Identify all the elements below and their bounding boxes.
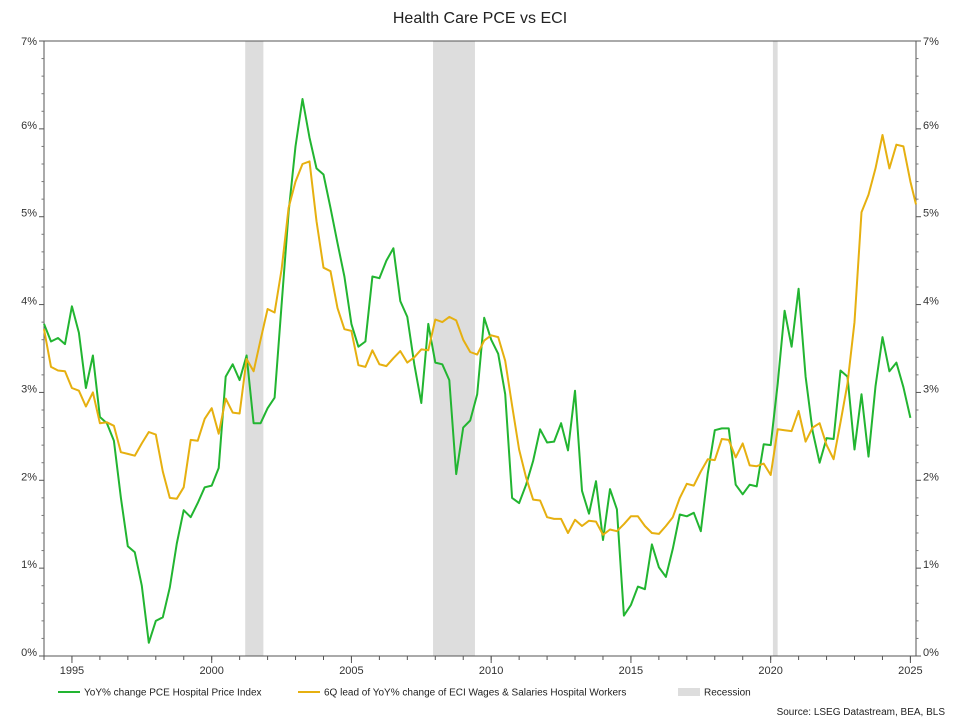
- y-tick-label-left-6: 6%: [21, 120, 37, 132]
- x-tick-label-5: 2020: [758, 665, 782, 677]
- legend-recession-swatch: [678, 688, 700, 696]
- y-tick-label-left-7: 7%: [21, 36, 37, 48]
- series-line-0: [43, 98, 912, 644]
- y-tick-label-right-3: 3%: [923, 383, 939, 395]
- series-line-1: [43, 134, 917, 536]
- legend-recession-label: Recession: [704, 688, 751, 699]
- recession-band-2: [772, 41, 778, 656]
- axis-layer: 0% 0% 1% 1% 2% 2% 3% 3% 4% 4% 5% 5% 6% 6% 7% 7% 1995 2000…: [21, 36, 939, 677]
- legend: YoY% change PCE Hospital Price Index 6Q l…: [58, 688, 751, 699]
- x-tick-label-1: 2000: [199, 665, 223, 677]
- y-tick-label-right-7: 7%: [923, 36, 939, 48]
- y-tick-label-left-4: 4%: [21, 296, 37, 308]
- y-tick-label-left-1: 1%: [21, 559, 37, 571]
- x-tick-label-0: 1995: [60, 665, 84, 677]
- legend-pce-label: YoY% change PCE Hospital Price Index: [84, 688, 262, 699]
- recession-band-0: [245, 41, 264, 656]
- y-tick-label-right-2: 2%: [923, 471, 939, 483]
- y-tick-label-right-6: 6%: [923, 120, 939, 132]
- recession-layer: [245, 41, 778, 656]
- legend-eci-label: 6Q lead of YoY% change of ECI Wages & Sa…: [324, 688, 626, 699]
- x-tick-label-3: 2010: [479, 665, 503, 677]
- source-note: Source: LSEG Datastream, BEA, BLS: [777, 707, 946, 718]
- y-tick-label-left-2: 2%: [21, 471, 37, 483]
- y-tick-label-right-1: 1%: [923, 559, 939, 571]
- plot-frame: [43, 40, 917, 657]
- y-tick-label-right-4: 4%: [923, 296, 939, 308]
- chart-title: Health Care PCE vs ECI: [393, 10, 567, 27]
- y-tick-label-right-5: 5%: [923, 208, 939, 220]
- y-tick-label-left-3: 3%: [21, 383, 37, 395]
- series-layer: [43, 98, 917, 644]
- x-tick-label-6: 2025: [898, 665, 922, 677]
- x-tick-label-2: 2005: [339, 665, 363, 677]
- y-tick-label-left-0: 0%: [21, 647, 37, 659]
- y-tick-label-left-5: 5%: [21, 208, 37, 220]
- x-tick-label-4: 2015: [619, 665, 643, 677]
- y-tick-label-right-0: 0%: [923, 647, 939, 659]
